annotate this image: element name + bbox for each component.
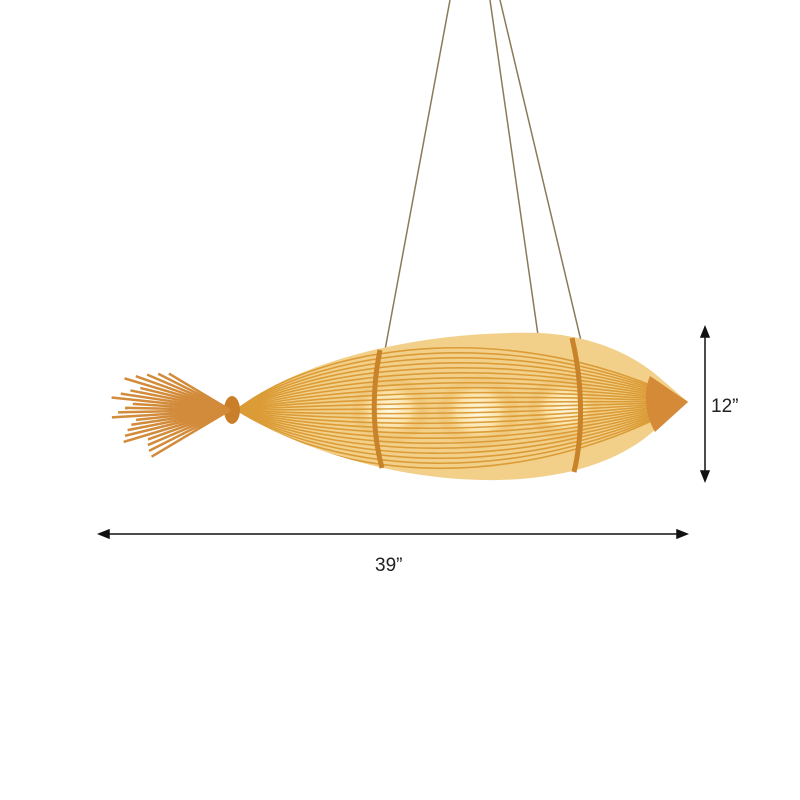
- bamboo-strip: [235, 401, 688, 460]
- bamboo-strip: [235, 401, 688, 420]
- bamboo-strip: [235, 367, 688, 411]
- bamboo-strip: [235, 400, 688, 411]
- height-label: 12”: [711, 396, 739, 417]
- width-label: 39”: [375, 555, 403, 576]
- bamboo-strip: [235, 401, 688, 445]
- height-dimension-arrow: [699, 324, 711, 484]
- fish-lamp-body: [111, 332, 688, 481]
- bamboo-strip: [235, 381, 688, 411]
- tail-strip: [150, 408, 231, 458]
- bamboo-strip: [235, 352, 688, 411]
- bamboo-strip: [235, 401, 688, 411]
- bamboo-strip: [235, 391, 688, 411]
- bamboo-strip: [235, 401, 688, 435]
- bamboo-strip: [235, 347, 688, 411]
- bamboo-strip: [235, 356, 688, 411]
- bamboo-strip: [235, 396, 688, 411]
- suspension-wires: [384, 0, 583, 351]
- bamboo-strip: [235, 377, 688, 411]
- bamboo-strip: [235, 386, 688, 411]
- width-dimension-arrow: [96, 528, 690, 540]
- bamboo-strip: [235, 401, 688, 450]
- bamboo-strip: [235, 401, 688, 415]
- bamboo-strip: [235, 401, 688, 440]
- bamboo-strip: [235, 401, 688, 430]
- bamboo-strip: [235, 361, 688, 411]
- bamboo-strip: [235, 401, 688, 425]
- bamboo-strip: [235, 372, 688, 411]
- bamboo-strip: [235, 401, 688, 455]
